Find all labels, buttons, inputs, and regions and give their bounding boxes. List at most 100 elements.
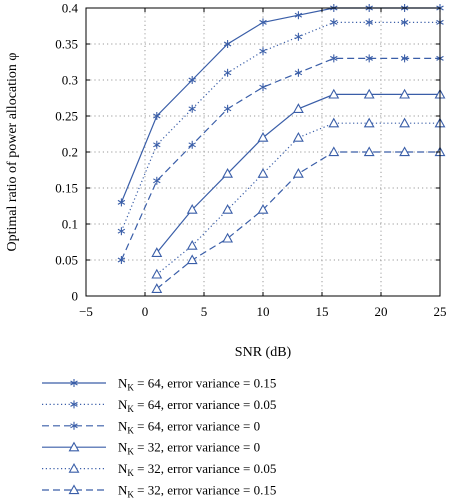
legend-entry-5: NK = 32, error variance = 0.05 xyxy=(42,461,276,478)
data-point xyxy=(223,104,232,113)
data-point xyxy=(399,117,411,128)
data-point xyxy=(151,268,163,279)
data-point xyxy=(259,47,267,56)
y-tick-label: 0.05 xyxy=(55,253,78,268)
legend-entry-4: NK = 32, error variance = 0 xyxy=(42,440,260,457)
series-line xyxy=(120,21,440,232)
legend-entry-2: NK = 64, error variance = 0.05 xyxy=(42,397,276,414)
legend-label: NK = 64, error variance = 0 xyxy=(118,418,260,435)
data-point xyxy=(259,83,267,92)
data-point xyxy=(292,103,304,113)
data-point xyxy=(188,104,196,113)
y-tick-label: 0.3 xyxy=(62,73,78,88)
data-point xyxy=(292,167,304,178)
series-line xyxy=(156,151,440,290)
legend: NK = 64, error variance = 0.15 NK = 64, e… xyxy=(42,376,276,500)
data-point xyxy=(294,32,303,41)
data-point xyxy=(330,54,338,63)
data-point xyxy=(294,11,303,20)
data-point xyxy=(400,54,409,63)
y-tick-label: 0.35 xyxy=(55,37,78,52)
data-point xyxy=(188,76,196,84)
legend-marker xyxy=(70,379,78,387)
series-5 xyxy=(151,117,446,279)
legend-label: NK = 32, error variance = 0.05 xyxy=(118,461,276,478)
data-point xyxy=(223,40,232,48)
series-line xyxy=(120,57,440,261)
data-point xyxy=(259,18,267,27)
data-point xyxy=(365,18,373,27)
data-point xyxy=(188,140,196,149)
series-4 xyxy=(151,88,446,257)
data-point xyxy=(186,254,198,265)
x-tick-label: 20 xyxy=(375,304,388,319)
legend-marker xyxy=(68,484,80,495)
data-point xyxy=(222,203,234,214)
legend-label: NK = 64, error variance = 0.15 xyxy=(118,376,276,393)
legend-label: NK = 64, error variance = 0.05 xyxy=(118,397,276,414)
legend-marker xyxy=(70,400,78,409)
data-point xyxy=(292,131,304,142)
series-1 xyxy=(117,4,444,207)
data-point xyxy=(153,176,161,185)
y-tick-label: 0.2 xyxy=(62,145,78,160)
x-tick-label: −5 xyxy=(79,304,93,319)
y-tick-label: 0.4 xyxy=(62,1,79,16)
data-point xyxy=(328,117,340,128)
data-point xyxy=(151,283,163,293)
data-point xyxy=(363,88,375,99)
data-point xyxy=(330,18,338,27)
data-point xyxy=(257,203,269,214)
data-point xyxy=(223,68,232,77)
data-point xyxy=(117,227,126,236)
x-axis-ticks: −5 0 5 10 15 20 25 xyxy=(79,8,447,319)
data-point xyxy=(363,117,375,128)
legend-marker xyxy=(68,441,80,452)
y-axis-ticks: 0 0.05 0.1 0.15 0.2 0.25 0.3 0.35 0.4 xyxy=(55,1,440,304)
data-point xyxy=(328,88,340,99)
legend-entry-3: NK = 64, error variance = 0 xyxy=(42,418,260,435)
data-point xyxy=(186,239,198,250)
data-point xyxy=(294,68,303,77)
series-2 xyxy=(117,18,444,236)
y-tick-label: 0.15 xyxy=(55,181,78,196)
grid-lines xyxy=(86,8,440,296)
x-tick-label: 5 xyxy=(201,304,208,319)
data-point xyxy=(117,256,126,264)
series-line xyxy=(120,7,440,203)
data-point xyxy=(186,203,198,214)
data-point xyxy=(257,167,269,178)
data-point xyxy=(328,146,340,157)
legend-label: NK = 32, error variance = 0 xyxy=(118,440,260,457)
data-point xyxy=(399,146,411,157)
x-tick-label: 15 xyxy=(316,304,329,319)
data-point xyxy=(257,131,269,142)
x-tick-label: 10 xyxy=(257,304,270,319)
data-point xyxy=(151,247,163,257)
legend-marker xyxy=(68,462,80,473)
x-tick-label: 25 xyxy=(434,304,447,319)
data-point xyxy=(363,146,375,157)
legend-entry-1: NK = 64, error variance = 0.15 xyxy=(42,376,276,393)
data-point xyxy=(117,198,126,207)
legend-marker xyxy=(70,421,78,430)
data-point xyxy=(153,112,161,120)
series-3 xyxy=(117,54,444,264)
y-tick-label: 0.1 xyxy=(62,217,78,232)
data-point xyxy=(399,88,411,99)
y-tick-label: 0 xyxy=(72,289,79,304)
data-point xyxy=(153,140,161,149)
data-point xyxy=(365,54,373,63)
x-axis-label: SNR (dB) xyxy=(235,345,292,360)
data-point xyxy=(400,18,409,27)
data-point xyxy=(222,167,234,178)
series-line xyxy=(156,122,440,275)
series-group xyxy=(117,4,446,293)
data-point xyxy=(222,232,234,243)
legend-label: NK = 32, error variance = 0.15 xyxy=(118,483,276,500)
legend-entry-6: NK = 32, error variance = 0.15 xyxy=(42,483,276,500)
y-axis-label: Optimal ratio of power allocation φ xyxy=(5,53,20,252)
x-tick-label: 0 xyxy=(142,304,149,319)
y-tick-label: 0.25 xyxy=(55,109,78,124)
